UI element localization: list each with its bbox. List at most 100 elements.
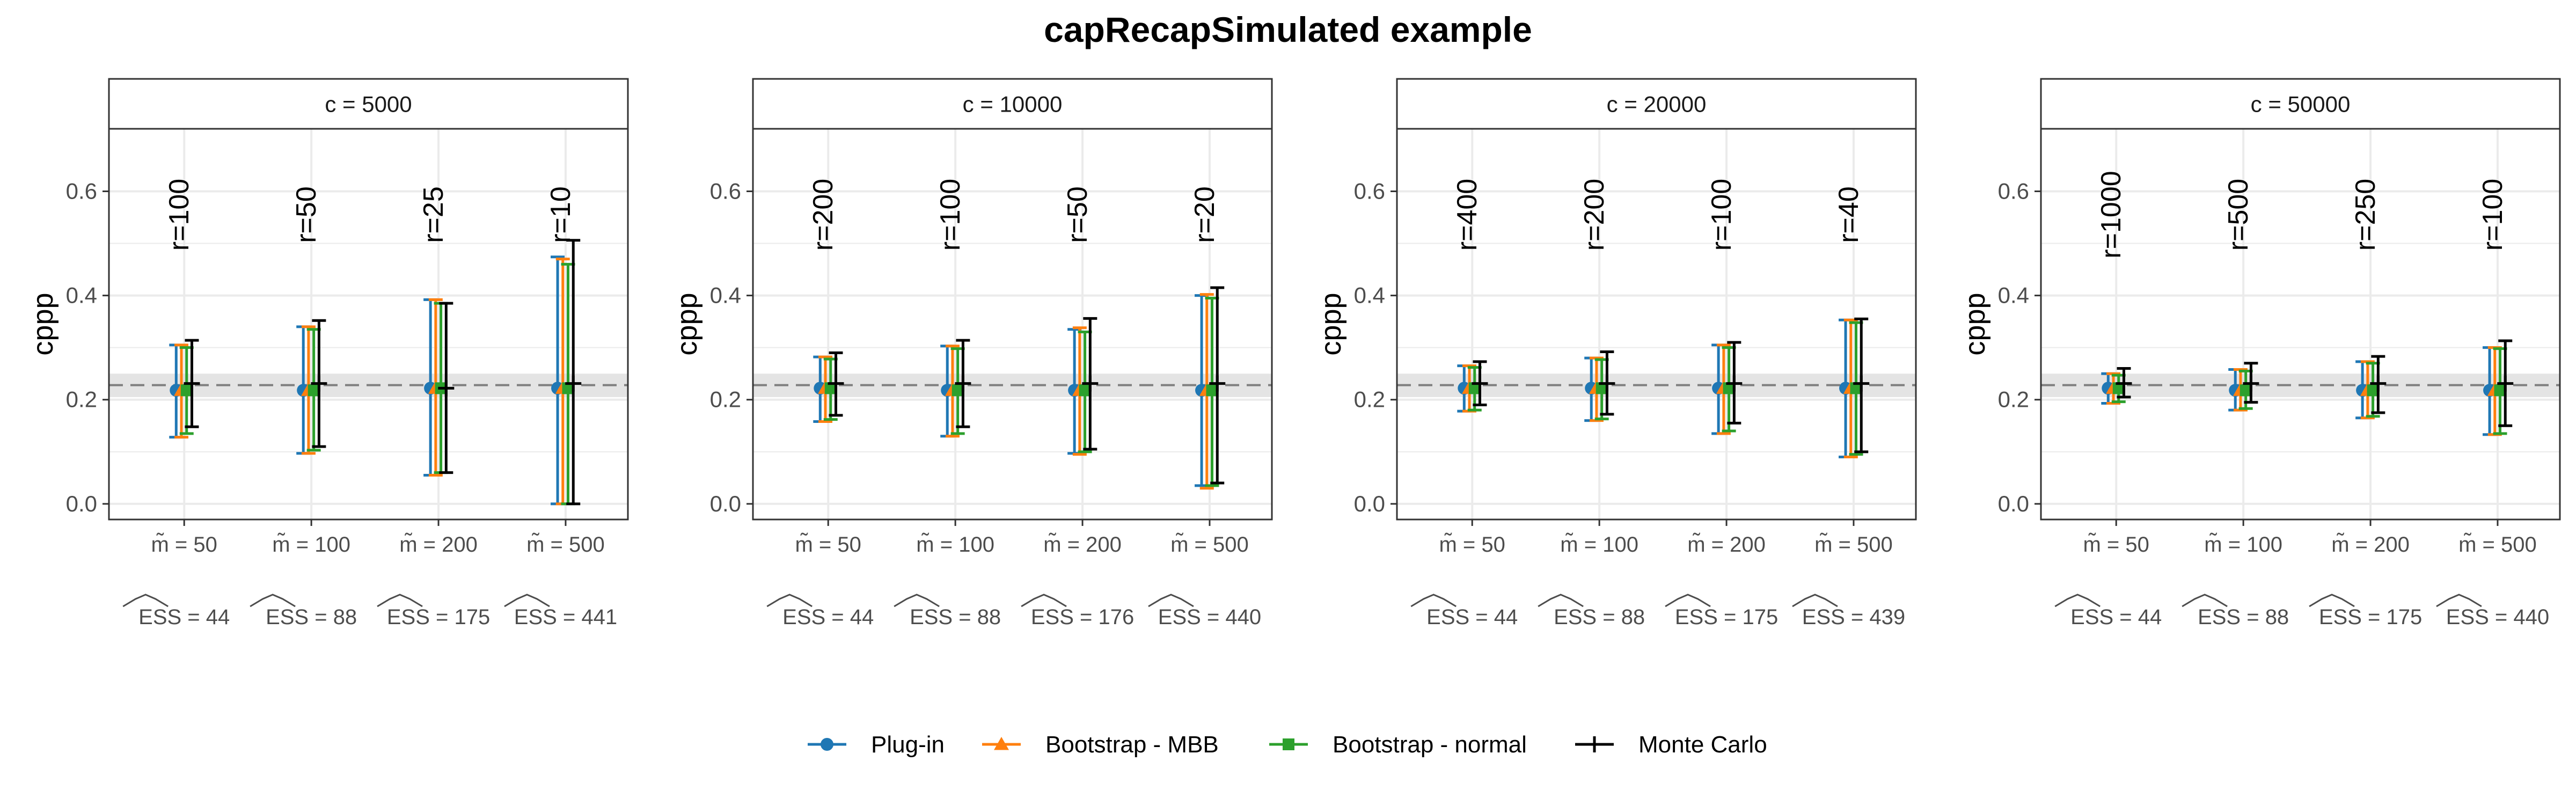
point-mc (828, 375, 844, 392)
errorbar-mc (438, 302, 455, 474)
legend-key-plus (1586, 736, 1602, 752)
ess-hat (1021, 594, 1067, 608)
point-mc (1726, 375, 1743, 392)
errorbar-mc (184, 339, 200, 428)
ess-label: ESS = 175 (1675, 605, 1778, 629)
ess-hat (894, 594, 940, 608)
ess-hat (1665, 594, 1711, 608)
point-normal (1079, 384, 1091, 397)
ess-label: ESS = 440 (1158, 605, 1261, 629)
ess-label: ESS = 441 (514, 605, 617, 629)
ess-label: ESS = 88 (910, 605, 1001, 629)
facet-strip (752, 78, 1273, 130)
point-normal (2240, 384, 2252, 397)
legend-item-normal: Bootstrap - normal (1269, 731, 1527, 758)
errorbar-mc (955, 339, 971, 428)
r-label: r=100 (1706, 179, 1737, 251)
y-tick-label: 0.4 (1998, 283, 2029, 308)
y-tick-label: 0.4 (710, 283, 741, 308)
x-tick-label: m̃ = 100 (272, 532, 350, 557)
r-label: r=400 (1452, 179, 1483, 251)
ess-label: ESS = 88 (1554, 605, 1645, 629)
point-mc (2243, 375, 2259, 392)
facet-strip (2040, 78, 2561, 130)
ess-hat (2054, 594, 2101, 608)
ess-hat (122, 594, 169, 608)
ess-label: ESS = 44 (138, 605, 230, 629)
plot-background (109, 129, 628, 519)
r-label: r=250 (2350, 179, 2381, 251)
r-label: r=50 (1062, 186, 1093, 243)
point-normal (180, 384, 193, 397)
x-tick-label: m̃ = 100 (2204, 532, 2282, 557)
x-tick-label: m̃ = 50 (151, 532, 217, 557)
point-normal (1206, 384, 1218, 397)
y-tick-label: 0.6 (710, 178, 741, 203)
ess-label: ESS = 439 (1802, 605, 1905, 629)
point-mc (2497, 375, 2514, 392)
y-axis-title: cppp (1959, 292, 1991, 355)
plot-background (2041, 129, 2560, 519)
errorbar-mc (1726, 341, 1743, 425)
panel: r=400 m̃ = 50 ESS = 44 r=200 m̃ = 100 ESS = 8… (1315, 78, 1917, 629)
ess-hat (766, 594, 813, 608)
x-tick-label: m̃ = 200 (1043, 532, 1122, 557)
errorbar-mc (2370, 355, 2387, 414)
facet-strip-label: c = 50000 (2251, 92, 2351, 117)
r-label: r=200 (808, 179, 839, 251)
point-normal (1723, 382, 1735, 394)
legend-item-mc: Monte Carlo (1575, 731, 1767, 758)
y-tick-label: 0.2 (710, 387, 741, 412)
legend-label: Plug-in (871, 731, 945, 758)
ess-label: ESS = 175 (387, 605, 490, 629)
errorbar-mc (1853, 317, 1870, 453)
errorbar-normal (1594, 358, 1609, 421)
y-tick-label: 0.6 (1354, 178, 1385, 203)
ess-hat (2309, 594, 2355, 608)
ess-hat (504, 594, 550, 608)
errorbar-mc (1082, 317, 1099, 451)
errorbar-normal (1078, 331, 1092, 453)
legend-label: Monte Carlo (1638, 731, 1767, 758)
x-tick-label: m̃ = 500 (1170, 532, 1249, 557)
r-label: r=200 (1579, 179, 1610, 251)
panels: r=100 m̃ = 50 ESS = 44 r=50 m̃ = 100 ESS = 88… (27, 78, 2561, 629)
ess-label: ESS = 44 (782, 605, 874, 629)
point-mc (955, 375, 971, 392)
r-label: r=25 (418, 186, 449, 243)
x-tick-label: m̃ = 500 (1814, 532, 1893, 557)
plot-background (1397, 129, 1916, 519)
legend-key-circle (821, 738, 833, 751)
point-normal (562, 382, 574, 394)
point-mc (1082, 375, 1099, 392)
errorbar-mc (2243, 362, 2259, 404)
point-normal (2494, 384, 2506, 397)
ess-hat (1792, 594, 1838, 608)
y-axis-title: cppp (27, 292, 59, 355)
legend-label: Bootstrap - normal (1333, 731, 1527, 758)
point-normal (1850, 382, 1862, 394)
errorbar-mc (2116, 367, 2132, 399)
ess-hat (377, 594, 423, 608)
y-tick-label: 0.2 (1354, 387, 1385, 412)
point-normal (824, 382, 837, 394)
errorbar-mc (2497, 339, 2514, 427)
plot-background (753, 129, 1272, 519)
point-mc (565, 375, 582, 392)
y-tick-label: 0.4 (1354, 283, 1385, 308)
panel: r=100 m̃ = 50 ESS = 44 r=50 m̃ = 100 ESS = 88… (27, 78, 629, 629)
x-tick-label: m̃ = 500 (2458, 532, 2537, 557)
x-tick-label: m̃ = 100 (1560, 532, 1638, 557)
y-axis-title: cppp (1315, 292, 1347, 355)
ess-hat (1538, 594, 1584, 608)
y-tick-label: 0.2 (66, 387, 97, 412)
point-mc (184, 375, 200, 392)
point-mc (438, 380, 455, 397)
facet-strip-label: c = 20000 (1607, 92, 1707, 117)
r-label: r=20 (1189, 186, 1220, 243)
errorbar-normal (1467, 366, 1482, 412)
point-normal (952, 384, 964, 397)
chart-title: capRecapSimulated example (1044, 10, 1532, 49)
point-mc (311, 375, 327, 392)
legend-key-triangle (994, 737, 1009, 750)
